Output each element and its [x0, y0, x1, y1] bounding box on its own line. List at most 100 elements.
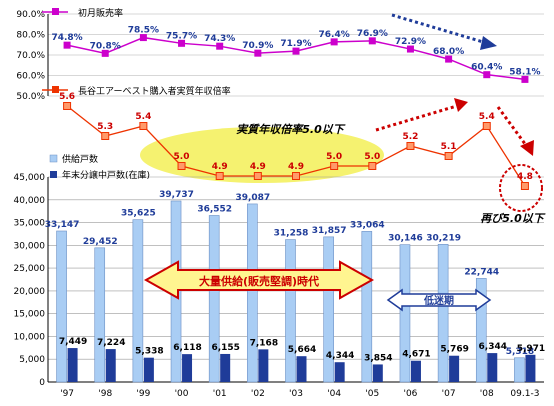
y-tick-label-bar: 45,000	[14, 173, 46, 183]
data-label-supply: 33,064	[350, 220, 385, 230]
data-label-stock: 5,664	[288, 345, 316, 355]
data-label-sales-rate: 74.8%	[51, 33, 82, 43]
point-sales-rate	[445, 55, 453, 63]
bar-supply	[475, 278, 487, 383]
slump-arrow: 低迷期	[386, 288, 492, 312]
bar-stock	[449, 355, 460, 382]
data-label-stock: 5,769	[440, 345, 468, 355]
bar-supply	[514, 357, 525, 383]
bar-supply	[399, 244, 411, 383]
y-tick-label-bar: 30,000	[14, 241, 46, 251]
data-label-supply: 35,625	[121, 209, 156, 219]
y-tick-label-bar: 5,000	[19, 355, 45, 365]
point-sales-rate	[368, 37, 376, 45]
point-income-ratio	[444, 152, 453, 160]
y-tick-label-bar: 25,000	[14, 264, 46, 274]
y-tick-label-bar: 0	[39, 378, 45, 388]
data-label-income-ratio: 5.0	[326, 152, 342, 162]
arrowhead-red-down	[520, 140, 534, 156]
data-label-stock: 6,118	[173, 343, 201, 353]
data-label-sales-rate: 72.9%	[395, 37, 426, 47]
point-income-ratio	[330, 162, 339, 170]
data-label-income-ratio: 5.2	[402, 132, 418, 142]
y-tick-label-bar: 40,000	[14, 196, 46, 206]
data-label-sales-rate: 76.9%	[357, 29, 388, 39]
point-income-ratio	[406, 142, 415, 150]
bar-stock	[67, 348, 78, 382]
point-income-ratio	[101, 132, 110, 140]
bar-stock	[487, 353, 498, 382]
arrowhead-blue	[480, 36, 497, 50]
x-tick-label: '02	[251, 389, 265, 399]
bar-stock	[372, 364, 383, 382]
bar-stock	[258, 349, 269, 382]
x-tick-label: '03	[289, 389, 303, 399]
legend-income-ratio-label: 長谷工アーベスト購入者実質年収倍率	[78, 85, 231, 97]
bar-supply	[247, 203, 258, 383]
bar-stock	[105, 349, 116, 382]
y-tick-label-bar: 15,000	[14, 310, 46, 320]
x-tick-label: '07	[442, 389, 456, 399]
data-label-supply: 22,744	[464, 267, 499, 277]
bar-stock	[143, 357, 154, 382]
bar-supply	[94, 247, 106, 383]
legend-income-ratio: 長谷工アーベスト購入者実質年収倍率	[42, 85, 231, 97]
data-label-supply: 5,318	[506, 347, 534, 357]
data-label-supply: 39,087	[235, 193, 270, 203]
data-label-income-ratio: 5.1	[441, 142, 457, 152]
point-income-ratio	[63, 102, 72, 110]
data-label-stock: 7,224	[97, 338, 125, 348]
x-tick-label: 09.1-3	[510, 389, 539, 399]
bar-stock	[220, 353, 231, 382]
data-label-stock: 4,344	[326, 351, 354, 361]
data-label-supply: 39,737	[159, 190, 194, 200]
point-income-ratio	[139, 122, 148, 130]
dotted-arrow-red-down	[496, 106, 530, 149]
point-sales-rate	[178, 39, 186, 47]
data-label-sales-rate: 75.7%	[166, 31, 197, 41]
x-tick-label: '97	[60, 389, 74, 399]
point-sales-rate	[521, 75, 529, 83]
x-tick-label: '99	[136, 389, 150, 399]
point-sales-rate	[330, 38, 338, 46]
rate-gridlines	[48, 13, 544, 97]
arrowhead-red-up	[454, 98, 468, 112]
data-label-supply: 29,452	[83, 237, 118, 247]
data-label-stock: 6,344	[479, 342, 507, 352]
data-label-sales-rate: 58.1%	[509, 67, 540, 77]
point-sales-rate	[63, 41, 71, 49]
axes: 0 5,000 10,000 15,000 20,000 25,000 30,000 35,0…	[14, 10, 544, 399]
bar-supply	[437, 244, 449, 383]
dotted-arrow-red-up	[375, 103, 461, 132]
data-label-stock: 5,971	[517, 344, 545, 354]
bar-stock	[334, 362, 345, 382]
bar-stock	[296, 356, 307, 382]
y-tick-label-bar: 35,000	[14, 219, 46, 229]
slump-label: 低迷期	[423, 294, 454, 307]
legend-sales-rate: 初月販売率	[42, 7, 123, 19]
x-tick-label: '08	[480, 389, 494, 399]
y-tick-label-rate: 80.0%	[16, 31, 45, 41]
legend-stock: 年末分譲中戸数(在庫)	[50, 169, 150, 181]
y-tick-label-bar: 20,000	[14, 287, 46, 297]
point-income-ratio	[215, 172, 224, 180]
data-label-income-ratio: 5.4	[479, 112, 495, 122]
bar-supply	[208, 215, 220, 383]
data-label-stock: 6,155	[211, 343, 239, 353]
data-label-sales-rate: 74.3%	[204, 34, 235, 44]
data-label-sales-rate: 71.9%	[280, 39, 311, 49]
data-label-supply: 31,857	[312, 226, 347, 236]
point-sales-rate	[139, 34, 147, 42]
bar-stock	[525, 354, 536, 382]
data-label-supply: 33,147	[45, 220, 80, 230]
data-label-supply: 31,258	[274, 229, 309, 239]
data-label-stock: 7,449	[59, 337, 87, 347]
legend-supply-label: 供給戸数	[62, 153, 98, 165]
point-sales-rate	[483, 71, 491, 79]
point-sales-rate	[406, 45, 414, 53]
data-label-stock: 7,168	[250, 338, 278, 348]
point-income-ratio	[368, 162, 377, 170]
data-label-sales-rate: 60.4%	[471, 63, 502, 73]
